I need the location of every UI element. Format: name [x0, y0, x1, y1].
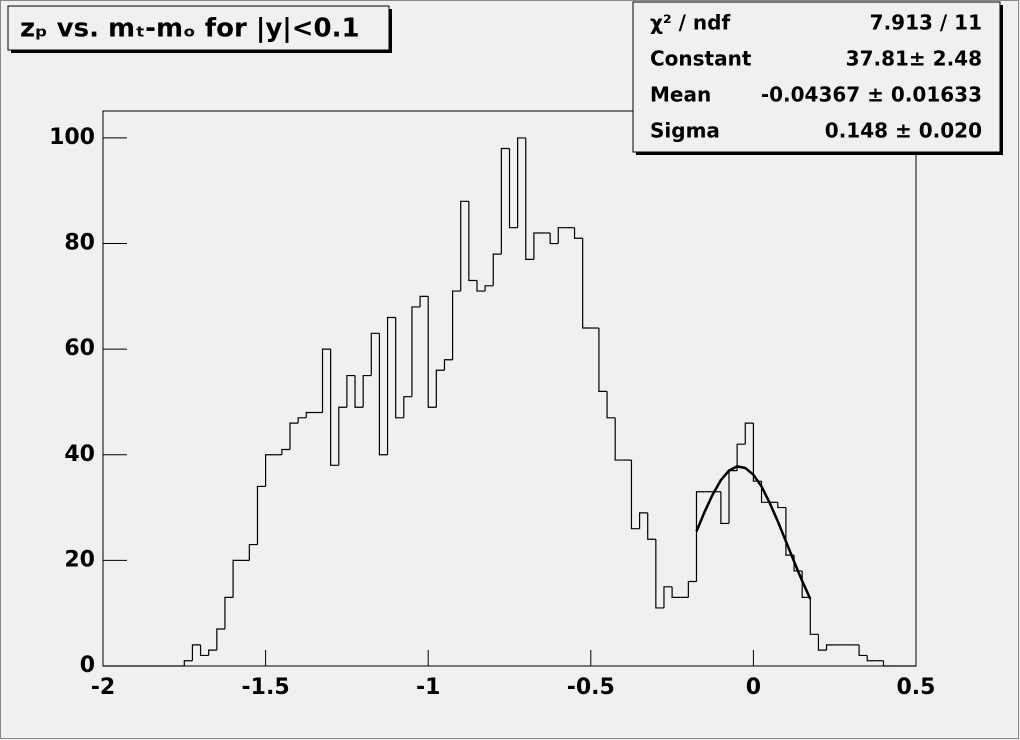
histogram-bin	[533, 232, 543, 260]
histogram-bin	[573, 227, 583, 239]
histogram-bin	[598, 328, 608, 393]
histogram-bin	[411, 306, 421, 397]
x-tick-label: -1.5	[242, 675, 290, 700]
y-tick-label: 60	[64, 336, 95, 361]
histogram-bin	[256, 485, 266, 545]
histogram-bin	[289, 422, 299, 450]
histogram-bin	[403, 396, 412, 418]
stats-value: 37.81± 2.48	[846, 47, 982, 71]
histogram-bin	[224, 596, 234, 630]
histogram-bin	[354, 375, 364, 408]
histogram-bin	[265, 454, 274, 487]
histogram-bin	[508, 148, 518, 229]
chart-title: zₚ vs. mₜ-mₒ for |y|<0.1	[20, 14, 360, 44]
histogram-bin	[330, 349, 339, 466]
histogram-bin	[338, 406, 347, 466]
histogram-bin	[492, 253, 502, 286]
histogram-bin	[419, 295, 429, 307]
stats-label: χ² / ndf	[650, 11, 730, 35]
histogram-bin	[630, 460, 640, 530]
x-tick-label: 0	[746, 675, 761, 700]
histogram-bin	[427, 296, 437, 408]
histogram-bin	[582, 238, 591, 329]
histogram-bin	[346, 374, 356, 408]
histogram-bin	[484, 285, 494, 292]
histogram-bin	[362, 374, 372, 408]
histogram-bin	[638, 512, 648, 529]
histogram-bin	[183, 660, 193, 666]
histogram-bin	[191, 644, 201, 661]
stats-label: Constant	[650, 47, 752, 71]
histogram-bin	[517, 137, 526, 228]
histogram-bin	[549, 232, 559, 245]
histogram-bin	[777, 502, 786, 509]
x-tick-label: 0.5	[897, 675, 936, 700]
y-tick-label: 40	[64, 442, 95, 467]
histogram-bin	[825, 644, 835, 651]
histogram-bin	[443, 359, 453, 371]
histogram-bin	[525, 137, 534, 260]
histogram-bin	[663, 586, 673, 608]
stats-label: Sigma	[650, 119, 720, 143]
histogram-bin	[647, 512, 656, 540]
histogram-bin	[606, 391, 616, 419]
title-box	[7, 5, 390, 51]
y-tick-label: 0	[80, 653, 95, 678]
histogram-bin	[386, 316, 396, 455]
histogram-bin	[216, 628, 225, 651]
histogram-bin	[468, 201, 477, 282]
y-tick-label: 20	[64, 547, 95, 572]
histogram-bin	[882, 660, 892, 667]
stats-box	[632, 1, 1001, 153]
histogram-bin	[305, 411, 315, 418]
histogram-bin	[671, 586, 681, 598]
y-tick-label: 80	[64, 231, 95, 256]
stats-value: 0.148 ± 0.020	[825, 119, 982, 143]
histogram-bin	[460, 200, 469, 292]
histogram-bin	[199, 644, 209, 657]
histogram-bin	[248, 543, 258, 561]
histogram-bin	[435, 369, 445, 408]
histogram-bin	[232, 559, 242, 598]
histogram-bin	[858, 644, 868, 657]
histogram-bin	[720, 491, 730, 525]
histogram-bin	[817, 634, 827, 651]
stats-label: Mean	[650, 83, 711, 107]
histogram-bin	[614, 417, 624, 461]
histogram-bin	[476, 280, 486, 292]
histogram-bin	[321, 348, 331, 413]
histogram-bin	[744, 422, 754, 445]
histogram-bin	[695, 491, 705, 582]
histogram-bin	[370, 332, 380, 376]
histogram-bin	[451, 290, 461, 360]
histogram-bin	[378, 333, 388, 456]
histogram-bin	[655, 539, 664, 609]
histogram-bin	[395, 317, 404, 419]
x-tick-label: -1	[416, 675, 440, 700]
stats-value: -0.04367 ± 0.01633	[761, 83, 982, 107]
histogram-bin	[297, 417, 307, 424]
histogram-bin	[208, 649, 217, 656]
stats-value: 7.913 / 11	[870, 11, 982, 35]
histogram-bin	[809, 597, 819, 635]
fit-curve	[695, 465, 812, 600]
x-tick-label: -0.5	[567, 675, 615, 700]
histogram-bin	[281, 448, 290, 455]
histogram-bin	[736, 443, 746, 471]
y-tick-label: 100	[49, 125, 95, 150]
x-tick-label: -2	[91, 675, 115, 700]
histogram-bin	[687, 580, 697, 598]
histogram-bin	[866, 655, 876, 662]
histogram-bin	[500, 147, 510, 255]
histogram-bin	[557, 227, 567, 244]
